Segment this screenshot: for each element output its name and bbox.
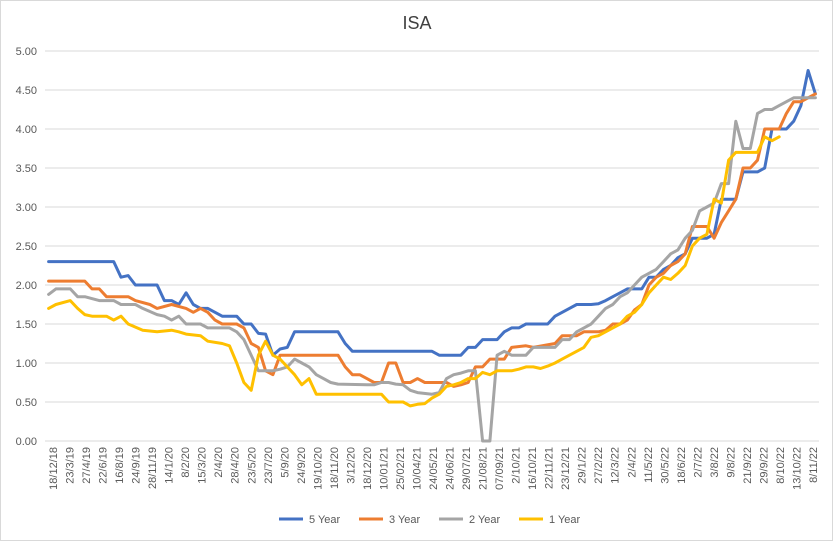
x-tick-label: 23/7/20 [263, 447, 275, 484]
x-tick-label: 23/12/21 [560, 447, 572, 490]
y-tick-label: 2.50 [16, 241, 37, 253]
legend-label: 3 Year [389, 514, 421, 526]
x-tick-label: 24/06/21 [445, 447, 457, 490]
legend-label: 1 Year [549, 514, 581, 526]
x-tick-label: 2/4/22 [626, 447, 638, 478]
x-tick-label: 19/10/20 [312, 447, 324, 490]
x-tick-label: 2/4/20 [213, 447, 225, 478]
x-tick-label: 14/1/20 [164, 447, 176, 484]
x-tick-label: 29/07/21 [461, 447, 473, 490]
series-line-1-year [47, 135, 781, 408]
x-tick-label: 18/6/22 [676, 447, 688, 484]
x-tick-label: 3/8/22 [709, 447, 721, 478]
x-tick-label: 21/9/22 [742, 447, 754, 484]
y-tick-label: 5.00 [16, 46, 37, 58]
x-tick-label: 2/7/22 [692, 447, 704, 478]
gridlines [45, 50, 819, 442]
y-tick-label: 3.50 [16, 163, 37, 175]
x-tick-label: 29/9/22 [758, 447, 770, 484]
x-tick-label: 16/8/19 [114, 447, 126, 484]
y-tick-label: 0.00 [16, 436, 37, 448]
chart-title: ISA [402, 13, 431, 33]
x-tick-label: 28/11/19 [147, 447, 159, 489]
x-tick-label: 8/11/22 [808, 447, 820, 483]
x-tick-label: 16/10/21 [527, 447, 539, 490]
legend-label: 2 Year [469, 514, 501, 526]
x-tick-label: 9/8/22 [725, 447, 737, 478]
x-tick-label: 29/1/22 [577, 447, 589, 484]
series-line-3-year [47, 92, 817, 388]
x-tick-label: 3/12/20 [345, 447, 357, 484]
x-tick-label: 24/9/19 [131, 447, 143, 484]
y-axis-ticks: 0.00 0.50 1.00 1.50 2.00 2.50 3.00 3.50 4.00 4.50… [16, 46, 37, 448]
x-tick-label: 13/10/22 [791, 447, 803, 490]
y-tick-label: 2.00 [16, 280, 37, 292]
x-tick-label: 23/3/19 [65, 447, 77, 484]
x-tick-label: 12/3/22 [610, 447, 622, 484]
x-tick-label: 23/5/20 [246, 447, 258, 484]
x-tick-label: 24/9/20 [296, 447, 308, 484]
x-tick-label: 8/2/20 [180, 447, 192, 478]
x-tick-label: 25/02/21 [395, 447, 407, 490]
x-tick-label: 27/4/19 [81, 447, 93, 484]
x-tick-label: 27/2/22 [593, 447, 605, 484]
series-lines [47, 69, 817, 443]
x-tick-label: 10/04/21 [411, 447, 423, 490]
x-tick-label: 24/05/21 [428, 447, 440, 490]
y-tick-label: 1.00 [16, 358, 37, 370]
series-line-5-year [47, 69, 817, 357]
y-tick-label: 0.50 [16, 397, 37, 409]
legend-label: 5 Year [309, 514, 341, 526]
x-tick-label: 8/10/22 [775, 447, 787, 484]
x-tick-label: 5/9/20 [279, 447, 291, 478]
x-tick-label: 15/3/20 [197, 447, 209, 484]
x-tick-label: 07/09/21 [494, 447, 506, 490]
series-line-2-year [47, 96, 817, 443]
x-tick-label: 18/11/20 [329, 447, 341, 489]
y-tick-label: 4.50 [16, 85, 37, 97]
x-tick-label: 28/4/20 [230, 447, 242, 484]
x-tick-label: 10/01/21 [378, 447, 390, 490]
x-tick-label: 11/5/22 [643, 447, 655, 483]
y-tick-label: 1.50 [16, 319, 37, 331]
x-tick-label: 22/11/21 [544, 447, 556, 489]
x-tick-label: 22/6/19 [98, 447, 110, 484]
x-tick-label: 18/12/18 [48, 447, 60, 490]
y-tick-label: 3.00 [16, 202, 37, 214]
x-tick-label: 2/10/21 [511, 447, 523, 484]
x-tick-label: 30/5/22 [659, 447, 671, 484]
y-tick-label: 4.00 [16, 124, 37, 136]
x-axis-ticks: 18/12/18 23/3/19 27/4/19 22/6/19 16/8/19 24/9… [48, 447, 820, 490]
x-tick-label: 21/08/21 [478, 447, 490, 490]
legend: 5 Year 3 Year 2 Year 1 Year [279, 514, 581, 526]
x-tick-label: 18/12/20 [362, 447, 374, 490]
